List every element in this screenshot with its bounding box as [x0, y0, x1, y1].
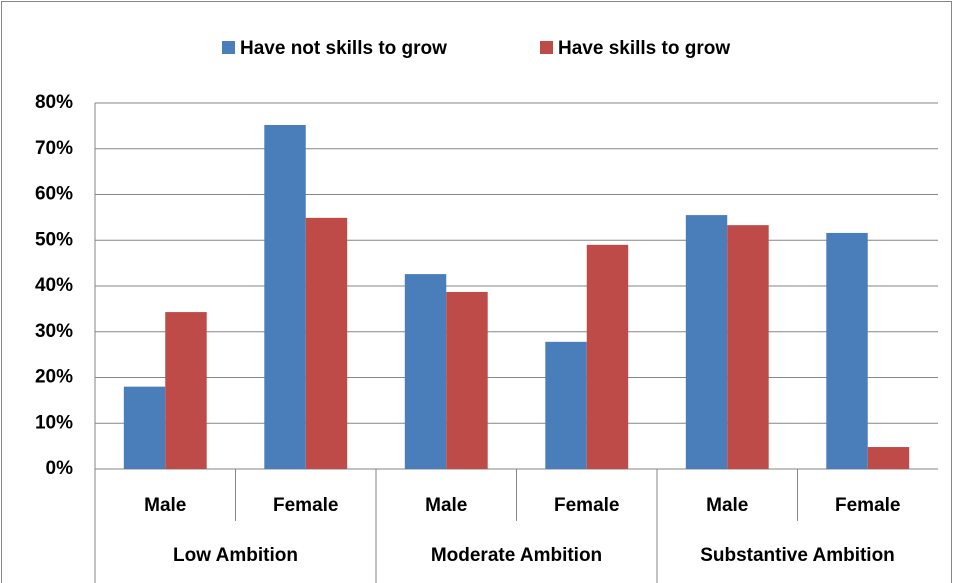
bar — [586, 244, 629, 469]
bar — [165, 312, 207, 469]
y-tick-label: 10% — [35, 412, 73, 433]
y-tick-label: 30% — [35, 321, 73, 342]
x-tick-label: Male — [144, 495, 186, 516]
group-label: Low Ambition — [173, 545, 298, 566]
bar — [727, 225, 769, 469]
legend-swatch — [222, 41, 235, 54]
y-tick-label: 50% — [35, 229, 73, 250]
group-label: Substantive Ambition — [700, 545, 895, 566]
y-tick-label: 70% — [35, 138, 73, 159]
bar — [545, 341, 587, 469]
group-label: Moderate Ambition — [431, 545, 602, 566]
y-tick-label: 20% — [35, 367, 73, 388]
bar — [264, 124, 306, 470]
legend-swatch — [540, 41, 553, 54]
x-tick-label: Female — [835, 495, 900, 516]
x-tick-label: Female — [273, 495, 338, 516]
bar — [305, 217, 348, 469]
x-tick-label: Male — [706, 495, 748, 516]
bar — [446, 291, 488, 469]
legend-label: Have not skills to grow — [240, 38, 447, 59]
bar — [685, 215, 728, 469]
y-tick-label: 80% — [35, 92, 73, 113]
y-tick-label: 0% — [46, 458, 74, 479]
x-tick-label: Male — [425, 495, 467, 516]
y-tick-label: 40% — [35, 275, 73, 296]
y-tick-label: 60% — [35, 184, 73, 205]
x-tick-label: Female — [554, 495, 619, 516]
bar — [867, 447, 910, 469]
bar — [826, 232, 868, 469]
bar — [404, 274, 447, 469]
bar — [123, 386, 166, 469]
legend-label: Have skills to grow — [558, 38, 730, 59]
